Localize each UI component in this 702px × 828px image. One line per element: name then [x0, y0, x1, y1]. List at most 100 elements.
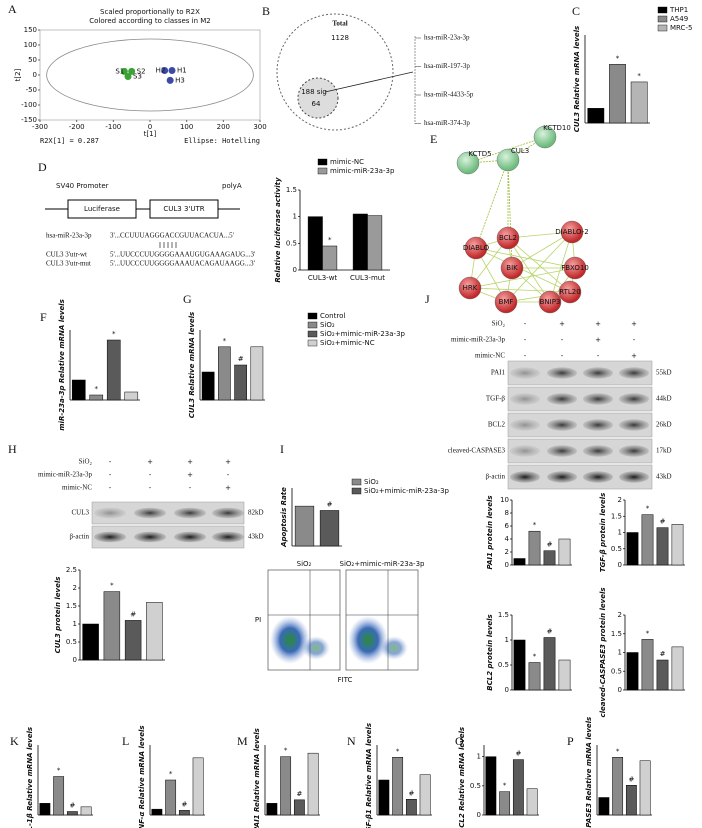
panel-letter: O [455, 734, 464, 748]
blot-band [583, 393, 613, 405]
bar [656, 527, 669, 566]
blot-band [547, 419, 577, 431]
y-tick-label: -100 [21, 101, 37, 109]
y-tick-label: 0 [505, 686, 509, 694]
blot-band [619, 445, 649, 457]
panel-letter: H [8, 442, 17, 456]
bar [103, 591, 121, 661]
bar [378, 779, 390, 816]
point [128, 67, 136, 75]
size-label: 43kD [248, 533, 264, 541]
condition-sign: + [631, 320, 637, 328]
network-node [558, 280, 582, 304]
seq-mut: 5'...UUCCCUUGGGGAAAUACAGAUAAGG...3' [110, 260, 255, 268]
network-node [458, 276, 482, 300]
blot-band [547, 367, 577, 379]
bar [322, 245, 338, 271]
y-tick-label: 1 [618, 649, 622, 657]
y-axis-label: BCL2 Relative mRNA levels [458, 727, 466, 828]
network-edge [549, 231, 573, 303]
significance-mark: # [628, 775, 634, 783]
significance-mark: # [296, 790, 302, 798]
legend-label: Control [320, 312, 345, 320]
bar [66, 811, 78, 816]
venn-title: Total [332, 20, 347, 28]
bar [528, 530, 541, 566]
blot-band [510, 367, 540, 379]
blot-band [619, 471, 649, 483]
blot-band [583, 445, 613, 457]
point-label: S2 [137, 67, 146, 75]
size-label: 82kD [248, 509, 264, 517]
y-axis-label: BCL2 protein levels [486, 614, 494, 690]
y-tick-label: 1 [73, 620, 77, 628]
blot-band [510, 393, 540, 405]
bar [513, 558, 526, 566]
chart-title: Scaled proportionally to R2X [100, 8, 200, 16]
condition-label: mimic-NC [62, 484, 92, 492]
significance-mark: * [396, 747, 400, 755]
bar [512, 759, 524, 816]
point-label: S1 [115, 67, 124, 75]
target-mirna: hsa-miR-374-3p [424, 119, 470, 127]
panel-letter: I [280, 442, 284, 456]
network-edge [469, 287, 571, 293]
network-node [500, 256, 524, 280]
blot-band [174, 507, 206, 519]
significance-mark: # [69, 802, 75, 810]
blot-band [510, 471, 540, 483]
condition-sign: - [149, 484, 152, 492]
bar [499, 791, 511, 816]
network-node [494, 290, 518, 314]
panel-letter: F [40, 310, 47, 324]
legend-swatch [351, 487, 362, 495]
significance-mark: # [515, 750, 521, 758]
legend-swatch [657, 6, 668, 14]
condition-label: SiO₂ [79, 458, 93, 466]
significance-mark: # [660, 518, 666, 526]
x-tick-label: 0 [148, 123, 152, 131]
significance-mark: * [503, 782, 507, 790]
y-tick-label: 0 [33, 71, 37, 79]
significance-mark: * [328, 236, 332, 244]
y-tick-label: 0 [293, 266, 297, 274]
bar [280, 756, 292, 816]
legend-label: SiO₂ [320, 321, 335, 329]
panel-letter: G [183, 292, 192, 306]
significance-mark: * [284, 747, 288, 755]
condition-sign: - [524, 320, 527, 328]
bar [165, 779, 177, 816]
bar [124, 391, 139, 401]
bar [307, 216, 323, 271]
blot-band [94, 507, 126, 519]
condition-sign: - [109, 484, 112, 492]
legend-label: SiO₂+mimic-miR-23a-3p [320, 330, 406, 338]
network-node [538, 290, 562, 314]
network-edge [469, 267, 576, 289]
significance-mark: * [223, 337, 227, 345]
point [168, 67, 176, 74]
legend-swatch [317, 167, 328, 175]
node-label: BIK [506, 264, 518, 272]
y-tick-label: 2 [618, 496, 622, 504]
condition-sign: - [524, 336, 527, 344]
bar [307, 752, 319, 816]
flow-cloud [270, 616, 310, 664]
y-tick-label: 0.5 [611, 667, 622, 675]
venn-inner-count: 64 [312, 100, 321, 108]
bar [319, 510, 340, 547]
point [120, 67, 128, 75]
blot-band [94, 531, 126, 543]
panel-letter: A [8, 2, 17, 16]
footnote: Ellipse: Hotelling [184, 137, 260, 145]
significance-mark: # [547, 541, 553, 549]
flow-cloud [348, 616, 388, 664]
bar [294, 505, 315, 547]
bar [641, 514, 654, 566]
y-axis-label: TNF-α Relative mRNA levels [138, 725, 146, 828]
condition-sign: + [595, 336, 601, 344]
condition-sign: + [225, 484, 231, 492]
node-label: DIABLO-2 [555, 228, 588, 236]
legend-label: SiO₂ [364, 478, 379, 486]
network-node [456, 151, 480, 175]
